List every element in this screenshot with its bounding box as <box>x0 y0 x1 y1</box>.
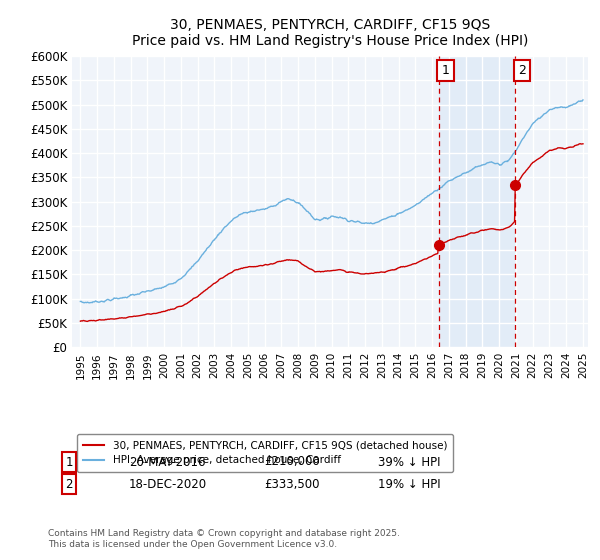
Bar <box>439 56 515 347</box>
Legend: 30, PENMAES, PENTYRCH, CARDIFF, CF15 9QS (detached house), HPI: Average price, d: 30, PENMAES, PENTYRCH, CARDIFF, CF15 9QS… <box>77 434 454 472</box>
Text: 1: 1 <box>442 64 449 77</box>
Text: 1: 1 <box>65 455 73 469</box>
Text: 19% ↓ HPI: 19% ↓ HPI <box>378 478 440 491</box>
Text: 2: 2 <box>65 478 73 491</box>
Text: 39% ↓ HPI: 39% ↓ HPI <box>378 455 440 469</box>
Title: 30, PENMAES, PENTYRCH, CARDIFF, CF15 9QS
Price paid vs. HM Land Registry's House: 30, PENMAES, PENTYRCH, CARDIFF, CF15 9QS… <box>132 18 528 48</box>
Text: 20-MAY-2016: 20-MAY-2016 <box>129 455 205 469</box>
Text: 2: 2 <box>518 64 526 77</box>
Text: 18-DEC-2020: 18-DEC-2020 <box>129 478 207 491</box>
Text: £210,000: £210,000 <box>264 455 320 469</box>
Text: Contains HM Land Registry data © Crown copyright and database right 2025.
This d: Contains HM Land Registry data © Crown c… <box>48 529 400 549</box>
Text: £333,500: £333,500 <box>264 478 320 491</box>
